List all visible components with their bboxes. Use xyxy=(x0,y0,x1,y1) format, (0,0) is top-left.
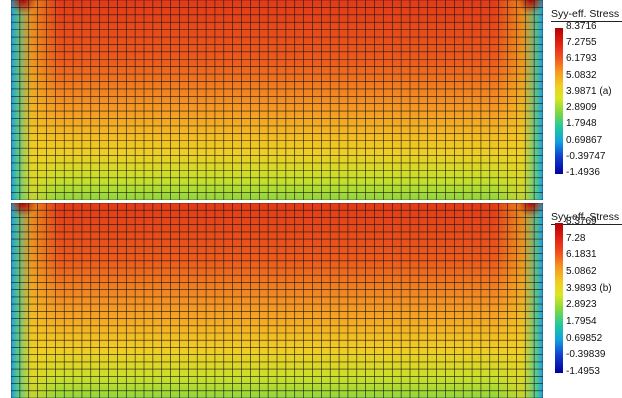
mesh-svg-a xyxy=(11,0,543,200)
legend-tick-label: 2.8909 xyxy=(566,102,597,114)
stress-panel-a: Syy-eff. Stress 8.3716 7.2755 6.1793 5.0832… xyxy=(11,0,622,200)
legend-tick-label: 8.3769 xyxy=(566,216,597,227)
legend-tick-label: -1.4953 xyxy=(566,366,600,377)
legend-tick-label: 3.9893 (b) xyxy=(566,282,612,294)
legend-tick-label: -1.4936 xyxy=(566,167,600,178)
legend-tick-label: 1.7954 xyxy=(566,316,597,327)
legend-tick-label: 0.69852 xyxy=(566,332,603,344)
stress-panel-b: Syy-eff. Stress 8.3769 7.28 6.1831 5.0862 3.… xyxy=(0,203,622,398)
legend-a: Syy-eff. Stress 8.3716 7.2755 6.1793 5.0832… xyxy=(550,0,622,200)
legend-tick-label: 8.3716 xyxy=(566,21,597,32)
legend-tick-label: 5.0862 xyxy=(566,266,597,277)
legend-tick-label: -0.39747 xyxy=(566,150,606,162)
stress-contour-mesh-a xyxy=(11,0,543,200)
colorbar-b xyxy=(555,223,563,373)
mesh-grid-b xyxy=(11,203,543,398)
panel-tag: (a) xyxy=(596,85,612,97)
legend-tick-label: 6.1831 xyxy=(566,249,597,261)
mesh-grid-a xyxy=(11,0,543,200)
legend-tick-label: 7.28 xyxy=(566,232,586,244)
legend-b: Syy-eff. Stress 8.3769 7.28 6.1831 5.0862 3.… xyxy=(550,203,622,398)
legend-tick-label: 1.7948 xyxy=(566,118,597,130)
panel-tag: (b) xyxy=(596,282,612,294)
legend-tick-label: 5.0832 xyxy=(566,69,597,81)
legend-tick-label: -0.39839 xyxy=(566,349,606,361)
stress-contour-mesh-b xyxy=(11,203,543,398)
mesh-svg-b xyxy=(11,203,543,398)
legend-title-a: Syy-eff. Stress xyxy=(551,8,622,22)
legend-title-b: Syy-eff. Stress xyxy=(551,211,622,225)
legend-tick-label: 3.9871 (a) xyxy=(566,85,612,97)
legend-tick-label: 7.2755 xyxy=(566,37,597,49)
legend-tick-label: 6.1793 xyxy=(566,53,597,65)
legend-tick-label: 0.69867 xyxy=(566,134,603,146)
colorbar-a xyxy=(555,28,563,174)
legend-tick-label: 2.8923 xyxy=(566,299,597,311)
